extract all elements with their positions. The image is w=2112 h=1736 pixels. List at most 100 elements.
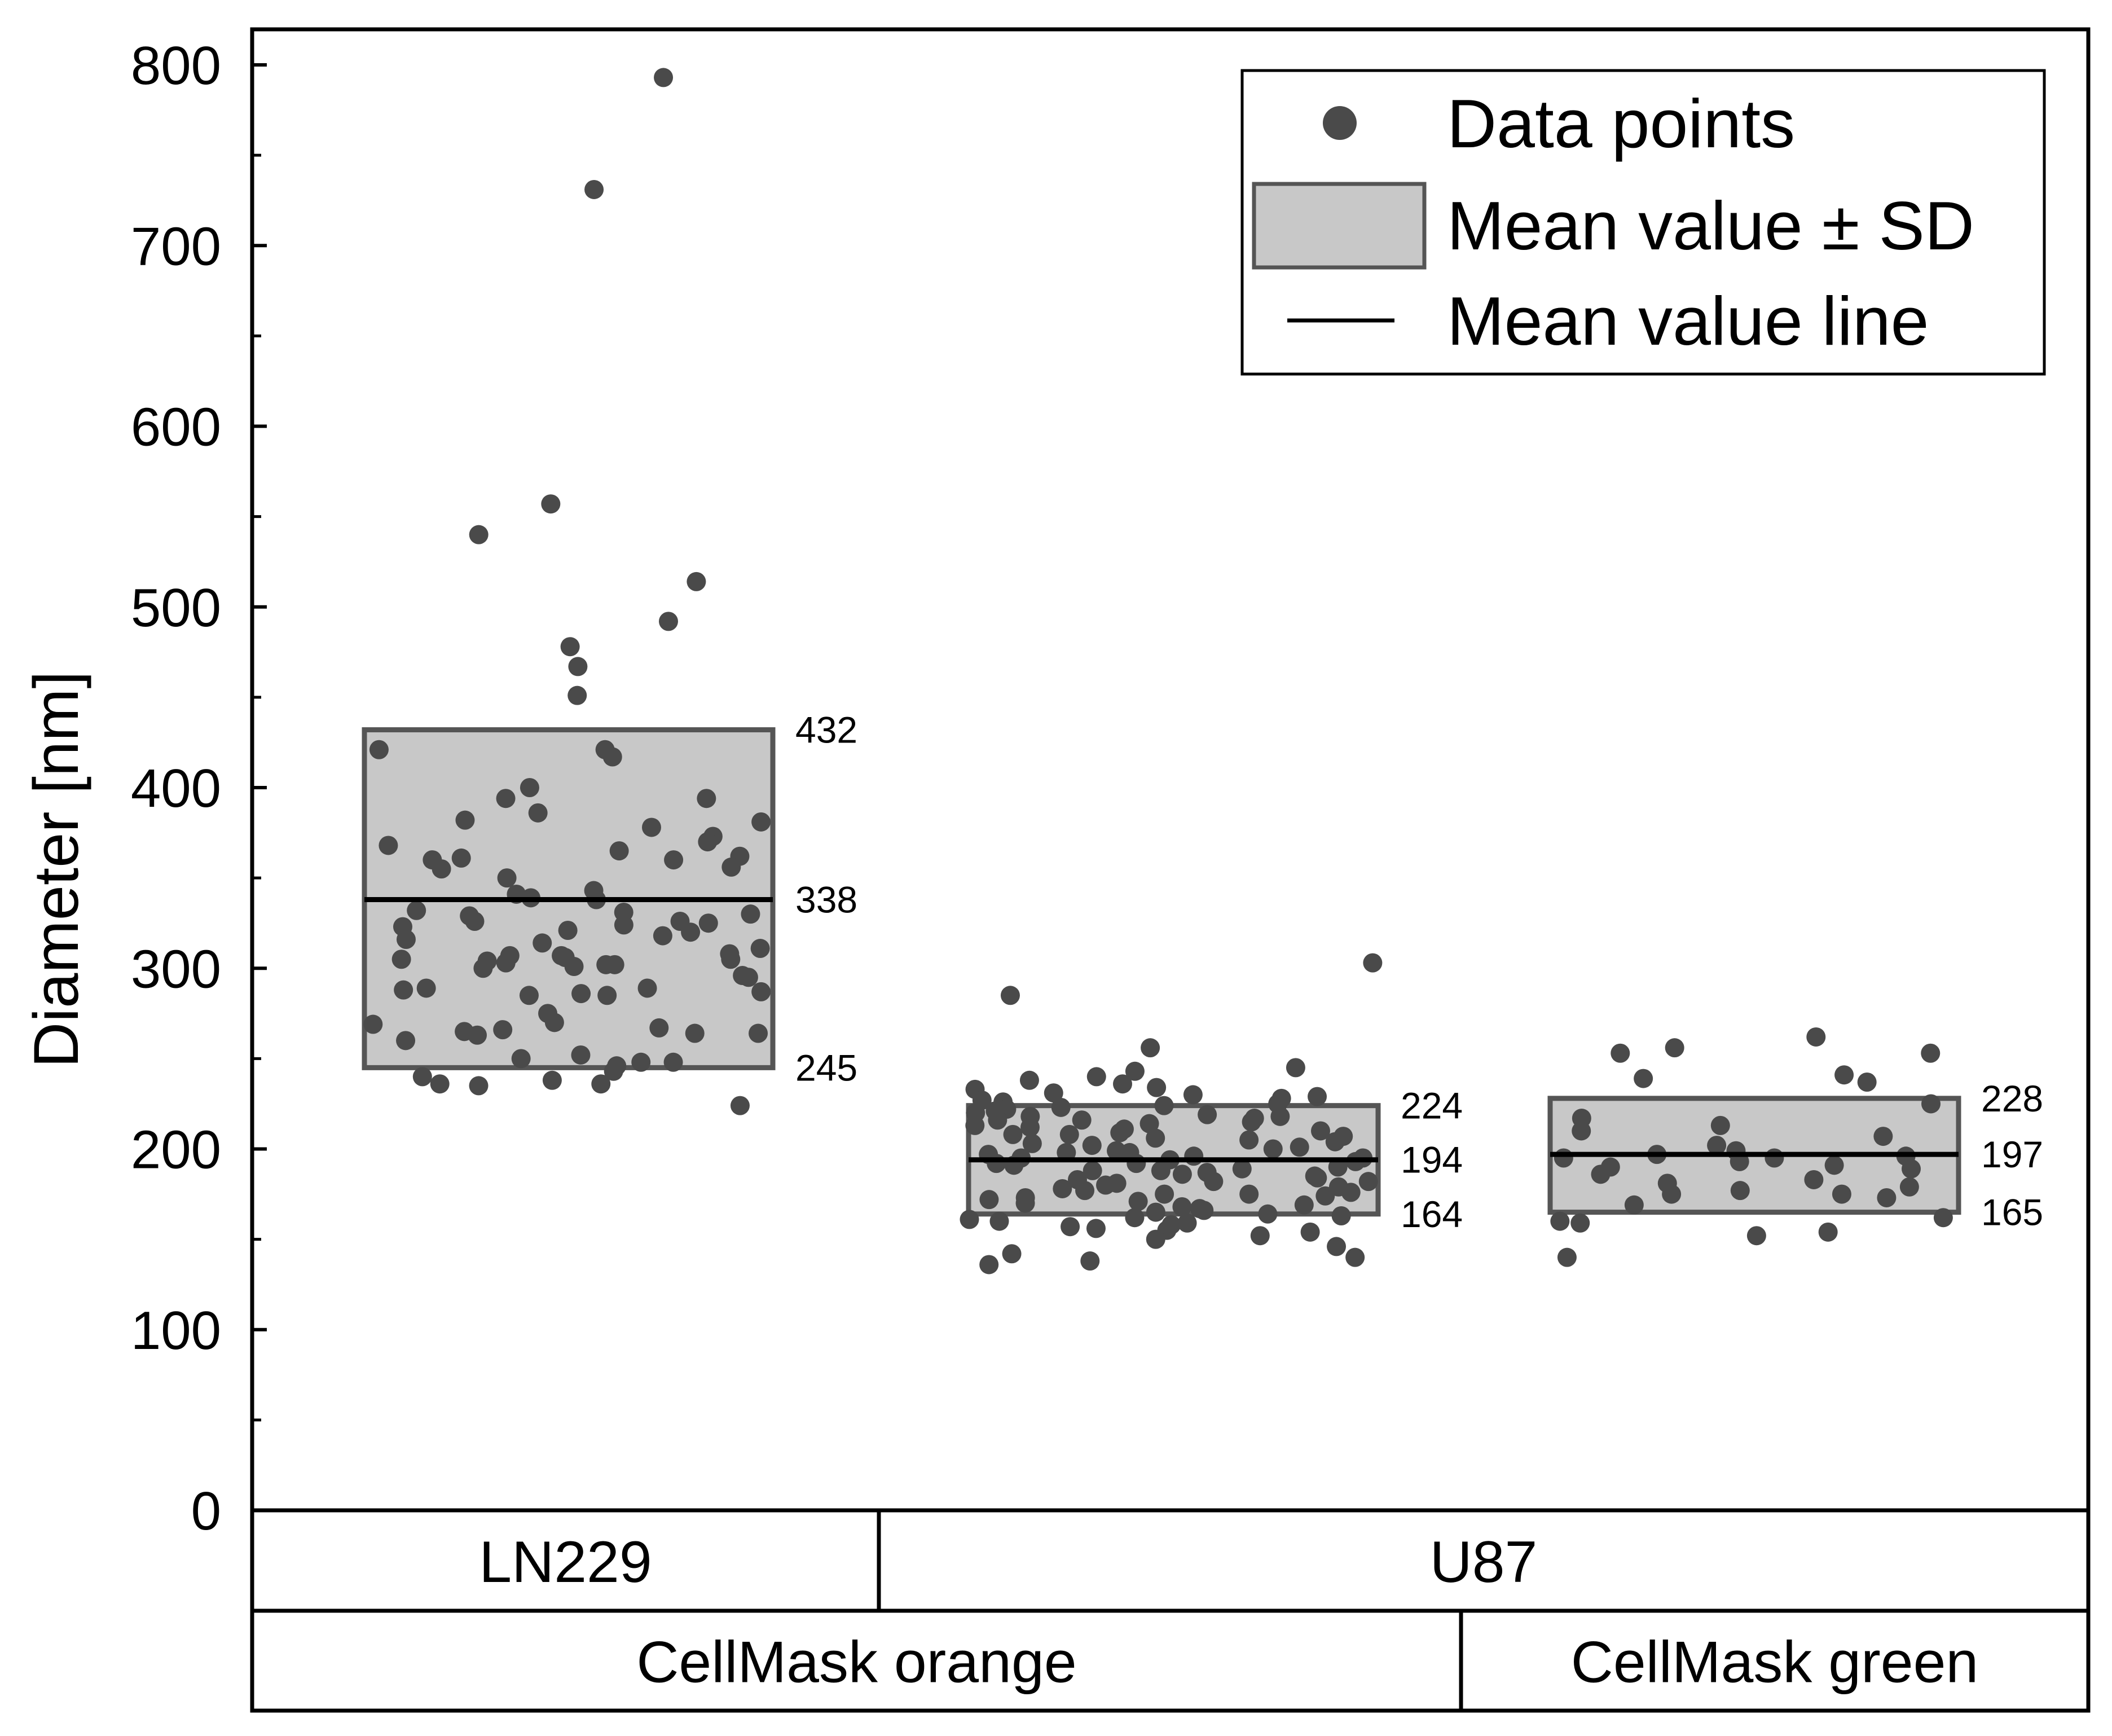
data-point [1125,1061,1145,1081]
data-point [519,986,539,1005]
data-point [1096,1175,1116,1195]
data-point [1242,1112,1261,1132]
data-point [641,818,661,837]
data-point [1857,1073,1877,1092]
data-point [469,525,489,544]
data-point [1086,1067,1106,1087]
data-point [751,982,771,1001]
data-point [631,1052,651,1072]
data-point [1363,953,1383,973]
data-point [653,926,672,946]
data-point [1921,1043,1941,1063]
data-point [681,922,701,942]
data-point [1194,1201,1214,1220]
data-point [1308,1168,1327,1188]
data-point [1331,1206,1351,1225]
data-point [1125,1208,1145,1228]
data-point [1146,1128,1165,1148]
data-point [544,1013,564,1032]
data-point [1710,1115,1730,1135]
data-point [1072,1110,1092,1130]
data-point [1147,1078,1167,1097]
data-point [558,920,578,940]
y-tick-label: 300 [131,939,221,999]
data-point [1921,1094,1941,1114]
cell-line-label: LN229 [479,1530,652,1595]
y-ticks: 0 100 200 300 400 500 600 700 800 [131,36,267,1541]
data-point [1183,1085,1203,1105]
data-point [1139,1114,1159,1133]
data-point [412,1067,432,1087]
data-point [1300,1222,1320,1242]
data-point [698,832,718,852]
data-point [407,900,426,920]
data-point [1053,1179,1072,1198]
data-point [1239,1184,1259,1204]
data-point [369,740,389,759]
data-point [468,1025,487,1045]
legend-swatch-points [1323,106,1357,140]
data-point [654,68,674,87]
data-point [965,1115,985,1135]
data-point [432,859,451,879]
data-point [1086,1219,1106,1238]
data-point [989,1211,1009,1231]
data-points [363,68,1953,1274]
data-point [614,915,633,935]
plot-frame [250,27,2091,1713]
data-point [571,1045,591,1065]
data-point [1020,1118,1040,1137]
data-point [1146,1229,1165,1249]
data-point [533,933,552,953]
data-point [1611,1043,1630,1063]
data-point [396,930,416,950]
data-point [564,957,584,977]
data-point [1075,1181,1095,1201]
legend-label: Mean value ± SD [1447,187,1974,264]
data-point [1080,1251,1100,1271]
data-point [721,857,741,877]
data-point [528,803,548,823]
data-point [541,494,561,514]
data-point [1662,1184,1682,1204]
data-point [663,1052,683,1072]
stat-label-mean-minus-sd: 245 [795,1047,857,1088]
stat-label-mean-minus-sd: 164 [1401,1193,1463,1235]
stat-label-mean-plus-sd: 228 [1981,1078,2043,1119]
data-point [1746,1226,1766,1246]
data-point [750,939,770,959]
data-point [1554,1148,1573,1168]
data-point [685,1023,705,1043]
data-point [1624,1195,1644,1215]
data-point [1873,1127,1893,1146]
data-point [1341,1183,1361,1202]
stat-label-mean-minus-sd: 165 [1981,1192,2043,1233]
data-point [1146,1202,1165,1222]
legend-label: Mean value line [1447,283,1929,359]
data-point [379,836,398,855]
data-point [751,812,771,832]
data-point [1151,1161,1171,1180]
data-point [1572,1121,1591,1141]
data-point [1061,1217,1080,1237]
data-point [1059,1124,1079,1144]
y-tick-label: 200 [131,1120,221,1180]
data-point [1902,1159,1921,1179]
data-point [987,1154,1006,1174]
data-point [1270,1106,1290,1126]
data-point [1204,1172,1224,1192]
data-point [1818,1222,1838,1242]
data-point [511,1049,531,1069]
y-axis-label: Diameter [nm] [21,671,91,1067]
data-point [1232,1159,1252,1179]
data-point [473,959,493,978]
data-point [496,953,516,973]
data-point [568,657,588,676]
stain-label: CellMask orange [636,1630,1076,1695]
data-point [1665,1038,1684,1058]
data-point [988,1110,1007,1130]
data-point [1327,1237,1347,1256]
data-point [960,1210,979,1229]
data-point [1263,1139,1283,1159]
